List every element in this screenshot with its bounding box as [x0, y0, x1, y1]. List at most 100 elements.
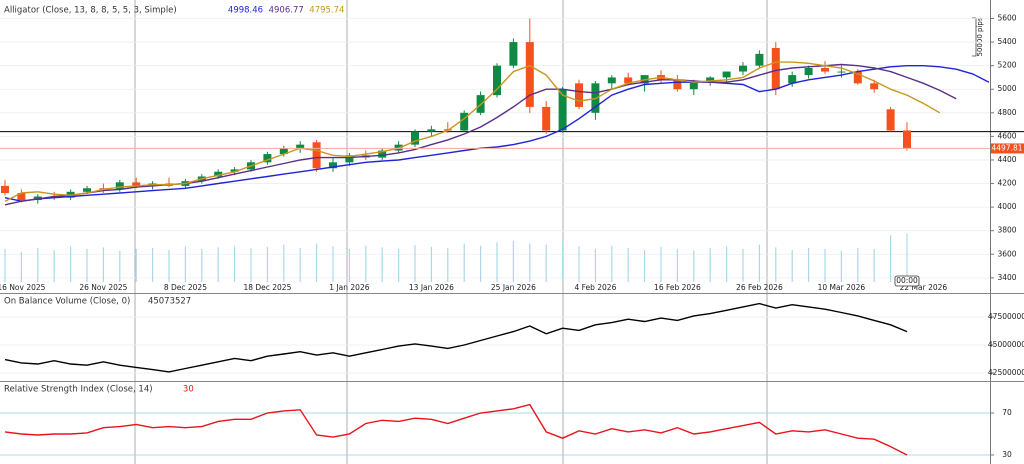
volume-bar — [627, 247, 629, 282]
volume-bar — [791, 250, 793, 282]
candle-body — [427, 129, 436, 132]
alligator-line — [4, 61, 941, 202]
volume-bar — [512, 240, 514, 282]
candle-body — [296, 144, 305, 149]
x-tick-label: 4 Feb 2026 — [574, 283, 616, 292]
x-tick-label: 25 Jan 2026 — [491, 283, 536, 292]
candle-body — [263, 154, 272, 163]
candle-body — [821, 68, 829, 72]
x-tick-label: 13 Jan 2026 — [409, 283, 454, 292]
volume-bar — [857, 247, 859, 282]
volume-bar — [37, 247, 39, 282]
volume-bar — [53, 250, 55, 282]
y-tick-label: 4600 — [997, 131, 1016, 140]
candle-body — [722, 71, 731, 78]
x-tick-label: 18 Dec 2025 — [243, 283, 291, 292]
y-tick-label: 4000 — [997, 202, 1016, 211]
candle-body — [83, 188, 91, 192]
volume-bar — [184, 246, 186, 282]
candle-body — [493, 65, 501, 96]
volume-bar — [890, 235, 892, 282]
month-separators — [134, 0, 768, 464]
candle-body — [689, 82, 698, 90]
indicator-line — [4, 302, 908, 373]
y-tick-label: 30 — [1002, 450, 1012, 459]
volume-bar — [332, 246, 334, 282]
x-tick-label: 16 Feb 2026 — [654, 283, 701, 292]
candle-body — [771, 47, 780, 90]
volume-bar — [660, 246, 662, 282]
volume-bar — [348, 249, 350, 282]
volume-bar — [135, 249, 137, 282]
indicator-value: 30 — [183, 385, 194, 395]
candle-body — [624, 77, 633, 84]
candle-body — [575, 83, 583, 107]
volume-bar — [840, 250, 842, 282]
x-tick-label: 1 Jan 2026 — [329, 283, 369, 292]
time-label: 00:00 — [896, 276, 918, 285]
volume-bar — [562, 241, 564, 282]
volume-bar — [873, 249, 875, 282]
volume-bar — [283, 244, 285, 282]
volume-bar — [381, 247, 383, 282]
volume-bar — [545, 244, 547, 282]
candle-body — [837, 71, 846, 73]
volume-bar — [414, 245, 416, 282]
volume-bar — [365, 245, 367, 282]
candle-body — [115, 182, 124, 190]
y-tick-label: 45000000 — [988, 340, 1024, 349]
volume-bar — [86, 249, 88, 282]
volume-bar — [463, 243, 465, 282]
legend-value: 4998.46 — [228, 6, 263, 16]
alligator-title: Alligator (Close, 13, 8, 8, 5, 5, 3, Sim… — [4, 6, 177, 16]
y-tick-label: 3600 — [997, 249, 1016, 258]
volume-bar — [742, 249, 744, 282]
indicator-value: 45073527 — [148, 297, 191, 307]
candle-body — [886, 109, 895, 131]
candle-body — [853, 71, 862, 84]
x-tick-label: 26 Feb 2026 — [736, 283, 783, 292]
y-tick-label: 4400 — [997, 155, 1016, 164]
candle-body — [329, 162, 337, 169]
y-tick-label: 47500000 — [988, 312, 1024, 321]
candle-body — [17, 192, 26, 201]
rsi-title: Relative Strength Index (Close, 14) — [4, 385, 153, 395]
candle-body — [755, 53, 764, 66]
candle-body — [788, 75, 797, 84]
candle-body — [739, 65, 747, 72]
volume-bar — [480, 245, 482, 282]
candle-body — [312, 142, 321, 169]
y-tick-label: 4200 — [997, 179, 1016, 188]
volume-bar — [709, 247, 711, 282]
volume-bar — [316, 243, 318, 282]
volume-bar — [250, 248, 252, 282]
candle-body — [607, 77, 616, 84]
volume-bar — [906, 233, 908, 282]
volume-bar — [758, 244, 760, 282]
candle-body — [214, 171, 223, 177]
volume-bar — [693, 250, 695, 282]
candle-body — [558, 89, 567, 131]
candle-body — [279, 148, 288, 155]
time-label-box — [894, 275, 920, 287]
volume-bar — [676, 249, 678, 282]
volume-bar — [168, 250, 170, 282]
volume-bar — [578, 246, 580, 282]
x-tick-label: 10 Mar 2026 — [818, 283, 866, 292]
y-tick-label: 3400 — [997, 273, 1016, 282]
volume-bar — [447, 247, 449, 282]
volume-bar — [496, 242, 498, 282]
volume-bar — [266, 246, 268, 282]
volume-bar — [119, 250, 121, 282]
x-tick-label: 16 Nov 2025 — [0, 283, 46, 292]
candle-body — [673, 79, 682, 90]
volume-bar — [644, 250, 646, 282]
candle-body — [345, 155, 354, 163]
candle-body — [509, 42, 518, 66]
candle-body — [525, 42, 534, 107]
volume-bar — [808, 247, 810, 282]
y-tick-label: 70 — [1002, 408, 1012, 417]
candle-body — [804, 68, 813, 76]
